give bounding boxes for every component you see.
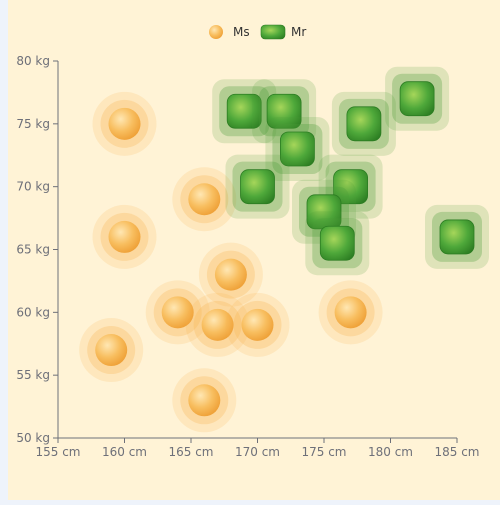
x-tick-label: 170 cm: [235, 445, 280, 459]
x-tick-label: 180 cm: [368, 445, 413, 459]
y-tick-label: 65 kg: [16, 243, 50, 257]
data-point-mr: [225, 154, 290, 219]
legend-square-icon: [260, 24, 286, 40]
x-tick-label: 155 cm: [35, 445, 80, 459]
x-tick-label: 175 cm: [301, 445, 346, 459]
legend-circle-icon: [209, 25, 223, 39]
x-tick-label: 165 cm: [168, 445, 213, 459]
data-points: [79, 66, 489, 433]
data-point-mr: [425, 204, 489, 269]
legend-label-ms: Ms: [233, 25, 250, 39]
data-point-mr: [265, 116, 330, 181]
legend-label-mr: Mr: [291, 25, 306, 39]
data-point-ms: [318, 280, 383, 345]
data-point-ms: [172, 368, 237, 433]
y-tick-label: 75 kg: [16, 117, 50, 131]
legend[interactable]: Ms Mr: [209, 24, 306, 40]
y-tick-label: 50 kg: [16, 431, 50, 445]
data-point-mr: [305, 211, 370, 276]
data-point-mr: [212, 79, 277, 144]
x-tick-label: 160 cm: [102, 445, 147, 459]
y-tick-label: 55 kg: [16, 368, 50, 382]
data-point-ms: [172, 167, 237, 232]
scatter-chart: Ms Mr 155 cm 160 cm 165 cm 170 cm 175 cm 180 …: [16, 24, 489, 459]
data-point-ms: [198, 242, 263, 307]
data-point-ms: [92, 204, 157, 269]
data-point-mr: [252, 79, 317, 144]
legend-item-mr[interactable]: Mr: [260, 24, 306, 40]
axes: 155 cm 160 cm 165 cm 170 cm 175 cm 180 cm 185 …: [16, 54, 479, 459]
data-point-mr: [385, 66, 450, 131]
y-tick-label: 60 kg: [16, 305, 50, 319]
data-point-ms: [145, 280, 210, 345]
x-tick-label: 185 cm: [434, 445, 479, 459]
chart-area: Ms Mr 155 cm 160 cm 165 cm 170 cm 175 cm 180 …: [8, 0, 500, 500]
data-point-ms: [225, 292, 290, 357]
y-tick-label: 80 kg: [16, 54, 50, 68]
data-point-ms: [185, 292, 250, 357]
data-point-ms: [92, 91, 157, 156]
data-point-ms: [79, 318, 144, 383]
y-tick-label: 70 kg: [16, 180, 50, 194]
data-point-mr: [331, 91, 396, 156]
legend-item-ms[interactable]: Ms: [209, 25, 250, 39]
